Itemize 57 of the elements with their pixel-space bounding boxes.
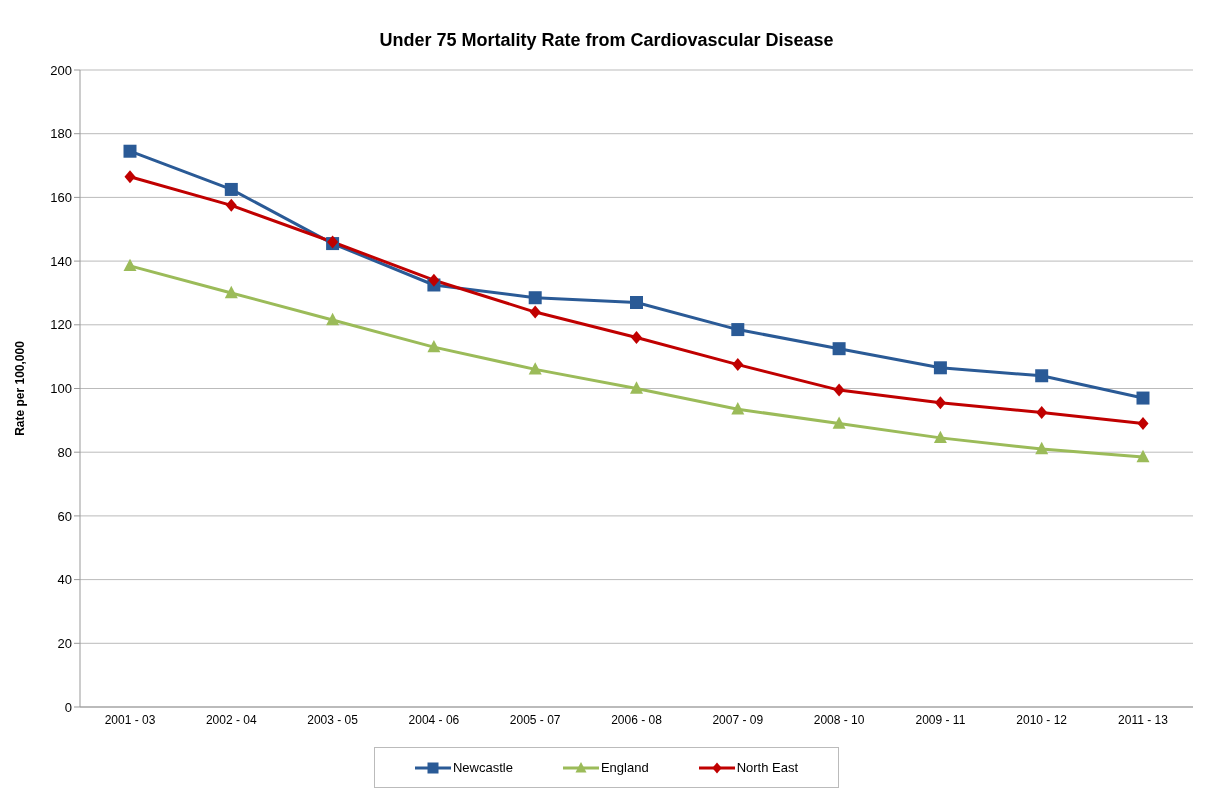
point — [224, 182, 238, 196]
x-tick-label: 2011 - 13 — [1118, 712, 1169, 727]
y-tick-label: 160 — [50, 190, 72, 206]
x-tick-label: 2008 - 10 — [813, 712, 865, 727]
y-tick-label: 140 — [50, 253, 72, 269]
point — [833, 383, 845, 397]
point — [528, 291, 542, 305]
legend-label: North East — [735, 760, 799, 775]
point — [123, 144, 137, 158]
point — [428, 273, 440, 287]
y-tick-label: 200 — [50, 62, 72, 78]
point — [123, 258, 137, 272]
point — [528, 362, 542, 375]
y-tick-label: 80 — [57, 444, 72, 460]
point — [1035, 369, 1049, 383]
y-axis-title: Rate per 100,000 — [13, 340, 28, 436]
point — [427, 339, 441, 353]
x-tick-label: 2002 - 04 — [205, 712, 257, 727]
chart-title: Under 75 Mortality Rate from Cardiovascular Disease — [378, 30, 835, 52]
point — [225, 198, 237, 212]
legend-label: England — [599, 760, 649, 775]
point — [529, 305, 541, 319]
y-tick-label: 40 — [57, 572, 72, 588]
x-tick-label: 2006 - 08 — [611, 712, 663, 727]
point — [731, 323, 745, 337]
point — [832, 416, 846, 429]
y-tick-label: 180 — [50, 126, 72, 142]
point — [124, 170, 136, 184]
point — [326, 312, 340, 326]
point — [1036, 405, 1048, 419]
point — [630, 331, 643, 345]
x-tick-label: 2005 - 07 — [509, 712, 561, 727]
x-tick-label: 2009 - 11 — [915, 712, 966, 727]
y-tick-label: 120 — [50, 317, 72, 333]
point — [933, 430, 947, 444]
point — [1136, 391, 1150, 405]
point — [832, 342, 846, 356]
y-tick-label: 60 — [57, 508, 72, 524]
x-tick-label: 2001 - 03 — [104, 712, 156, 727]
point — [630, 381, 643, 394]
point — [630, 296, 643, 310]
point — [1136, 449, 1150, 463]
point — [933, 361, 947, 375]
y-tick-label: 100 — [50, 381, 72, 397]
point — [934, 396, 946, 410]
point — [1035, 441, 1049, 455]
x-tick-label: 2004 - 06 — [408, 712, 460, 727]
point — [224, 285, 238, 299]
x-tick-label: 2007 - 09 — [712, 712, 764, 727]
x-tick-label: 2003 - 05 — [307, 712, 359, 727]
point — [731, 402, 745, 415]
point — [732, 358, 744, 372]
y-tick-label: 20 — [57, 635, 72, 651]
point — [1137, 417, 1149, 431]
legend-label: Newcastle — [451, 760, 513, 775]
y-tick-label: 0 — [64, 699, 72, 715]
x-tick-label: 2010 - 12 — [1016, 712, 1068, 727]
